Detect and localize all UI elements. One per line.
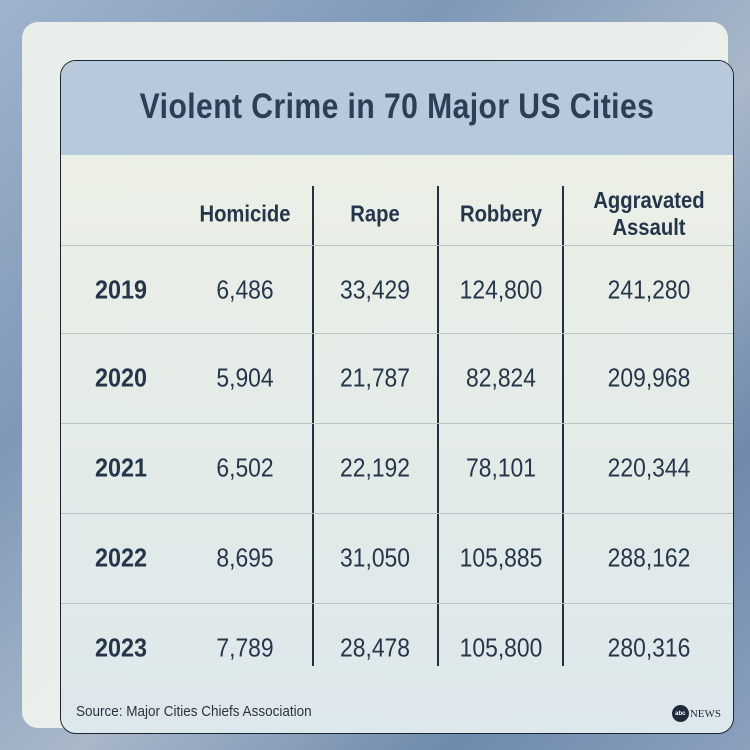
column-divider [562, 186, 564, 666]
table-cell: 220,344 [607, 452, 691, 483]
row-divider [61, 333, 733, 334]
table-cell: 28,478 [340, 632, 410, 663]
table-cell: 22,192 [340, 452, 410, 483]
row-divider [61, 603, 733, 604]
row-divider [61, 245, 733, 246]
row-year: 2019 [94, 274, 148, 305]
column-divider [437, 186, 439, 666]
table-cell: 241,280 [607, 274, 691, 305]
column-header: Aggravated Assault [593, 187, 705, 240]
column-divider [312, 186, 314, 666]
table-cell: 124,800 [459, 274, 543, 305]
title-band: Violent Crime in 70 Major US Cities [61, 61, 733, 155]
table-cell: 82,824 [466, 362, 536, 393]
table-cell: 8,695 [216, 542, 274, 573]
news-logo-word: NEWS [689, 707, 721, 720]
infographic-card: Violent Crime in 70 Major US Cities Sour… [22, 22, 734, 734]
table-frame: Violent Crime in 70 Major US Cities Sour… [60, 60, 734, 734]
table-cell: 105,800 [459, 632, 543, 663]
table-cell: 105,885 [459, 542, 543, 573]
row-divider [61, 423, 733, 424]
table-cell: 78,101 [466, 452, 536, 483]
column-header: Homicide [199, 200, 291, 227]
table-cell: 7,789 [216, 632, 274, 663]
table-cell: 33,429 [340, 274, 410, 305]
table-cell: 6,486 [216, 274, 274, 305]
table-cell: 31,050 [340, 542, 410, 573]
column-header: Rape [350, 200, 400, 227]
row-year: 2021 [94, 452, 148, 483]
abc-news-logo: abc NEWS [671, 705, 721, 722]
row-year: 2023 [94, 632, 148, 663]
column-header: Robbery [459, 200, 543, 227]
chart-title: Violent Crime in 70 Major US Cities [139, 87, 655, 126]
source-note: Source: Major Cities Chiefs Association [76, 703, 312, 720]
row-year: 2020 [94, 362, 148, 393]
abc-logo-mark: abc [671, 705, 689, 722]
table-cell: 288,162 [607, 542, 691, 573]
table-cell: 280,316 [607, 632, 691, 663]
table-cell: 209,968 [607, 362, 691, 393]
table-cell: 5,904 [216, 362, 274, 393]
row-divider [61, 513, 733, 514]
table-cell: 21,787 [340, 362, 410, 393]
table-cell: 6,502 [216, 452, 274, 483]
row-year: 2022 [94, 542, 148, 573]
